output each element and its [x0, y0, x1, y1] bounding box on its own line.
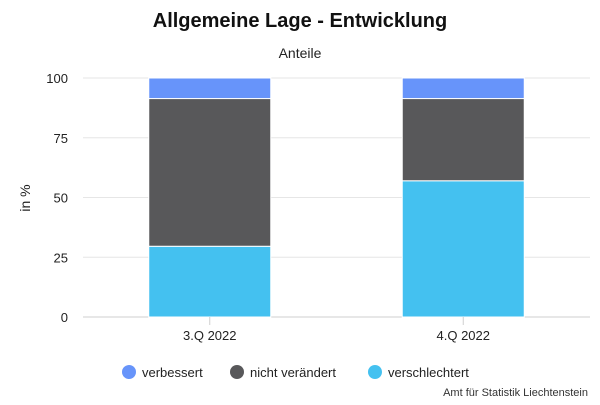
bar-segment — [148, 245, 272, 318]
bar-segment — [148, 77, 272, 100]
chart-credit: Amt für Statistik Liechtenstein — [443, 387, 588, 399]
chart-subtitle: Anteile — [279, 45, 322, 61]
bar-segment — [148, 98, 272, 247]
y-axis-label: in % — [17, 184, 33, 211]
legend-item[interactable]: verbessert — [122, 365, 203, 380]
legend-item[interactable]: nicht verändert — [230, 365, 336, 380]
legend-swatch — [368, 365, 382, 379]
bar-segment — [401, 77, 525, 100]
legend: verbessert nicht verändert verschlechtert — [122, 365, 469, 380]
legend-swatch — [122, 365, 136, 379]
chart-title: Allgemeine Lage - Entwicklung — [153, 10, 448, 32]
x-tick-labels: 3.Q 2022 4.Q 2022 — [183, 317, 490, 343]
y-tick-label: 0 — [61, 310, 68, 325]
y-tick-label: 25 — [54, 250, 68, 265]
y-tick-label: 75 — [54, 131, 68, 146]
legend-swatch — [230, 365, 244, 379]
x-tick-label: 3.Q 2022 — [183, 328, 237, 343]
bar-segment — [401, 98, 525, 182]
y-tick-labels: 0 25 50 75 100 — [46, 71, 68, 325]
y-tick-label: 50 — [54, 191, 68, 206]
x-tick-label: 4.Q 2022 — [437, 328, 491, 343]
bar-segment — [401, 180, 525, 318]
y-tick-label: 100 — [46, 71, 68, 86]
bars — [148, 77, 525, 318]
legend-item[interactable]: verschlechtert — [368, 365, 469, 380]
legend-label: nicht verändert — [250, 365, 336, 380]
legend-label: verschlechtert — [388, 365, 469, 380]
legend-label: verbessert — [142, 365, 203, 380]
